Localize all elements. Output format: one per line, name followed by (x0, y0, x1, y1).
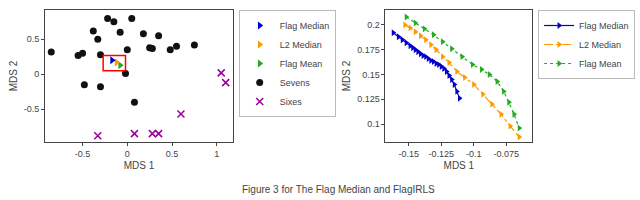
svg-text:0.125: 0.125 (357, 94, 380, 104)
svg-text:1: 1 (214, 149, 219, 159)
svg-text:0: 0 (125, 149, 130, 159)
svg-text:Flag Mean: Flag Mean (280, 59, 323, 69)
svg-text:Sevens: Sevens (280, 78, 311, 88)
svg-text:0.1: 0.1 (367, 119, 380, 129)
svg-text:0.5: 0.5 (27, 34, 40, 44)
svg-text:-0.5: -0.5 (75, 149, 91, 159)
svg-text:0.5: 0.5 (166, 149, 179, 159)
svg-text:0.175: 0.175 (357, 45, 380, 55)
svg-text:MDS 1: MDS 1 (444, 160, 475, 171)
svg-text:L2 Median: L2 Median (579, 40, 621, 50)
svg-text:Figure 3 for The Flag Median a: Figure 3 for The Flag Median and FlagIRL… (242, 184, 435, 195)
svg-text:MDS 1: MDS 1 (124, 160, 155, 171)
svg-text:0.15: 0.15 (362, 70, 380, 80)
svg-text:Flag Mean: Flag Mean (579, 59, 622, 69)
svg-text:MDS 2: MDS 2 (341, 60, 352, 91)
svg-text:-0.5: -0.5 (24, 104, 40, 114)
svg-text:L2 Median: L2 Median (280, 40, 322, 50)
svg-text:0.2: 0.2 (367, 20, 380, 30)
svg-text:Sixes: Sixes (280, 97, 303, 107)
svg-text:-0.15: -0.15 (399, 149, 420, 159)
svg-text:Flag Median: Flag Median (280, 21, 330, 31)
svg-text:Flag Median: Flag Median (579, 21, 629, 31)
svg-text:-0.075: -0.075 (493, 149, 519, 159)
svg-text:MDS 2: MDS 2 (8, 60, 19, 91)
svg-text:-0.125: -0.125 (429, 149, 455, 159)
svg-text:-0.1: -0.1 (466, 149, 482, 159)
svg-text:0: 0 (34, 69, 39, 79)
